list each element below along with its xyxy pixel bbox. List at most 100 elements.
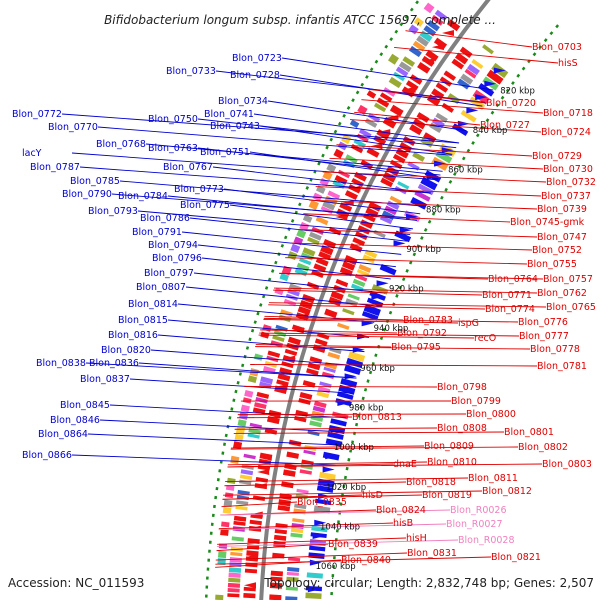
cog-feature-block <box>240 474 252 480</box>
kbp-tick-label: 820 kbp <box>500 86 535 96</box>
right-gene-label: hisB <box>393 518 413 529</box>
left-gene-label: Blon_0816 <box>108 330 158 341</box>
cog-feature-block <box>229 567 241 573</box>
right-gene-label: Blon_0781 <box>537 361 587 372</box>
cog-feature-block <box>367 90 377 99</box>
cog-feature-block <box>309 420 322 427</box>
right-gene-label: hisH <box>406 533 427 544</box>
left-gene-leader <box>158 335 364 352</box>
right-gene-leader <box>336 145 532 156</box>
left-gene-label: Blon_0770 <box>48 122 98 133</box>
right-gene-label: Blon_0774 <box>485 304 535 315</box>
right-gene-label: Blon_0703 <box>532 42 582 53</box>
right-gene-label: Blon_0718 <box>543 108 593 119</box>
left-gene-label: Blon_0741 <box>204 109 254 120</box>
right-gene-label: Blon_0821 <box>491 552 541 563</box>
cog-feature-block <box>223 507 232 514</box>
cog-feature-block <box>239 480 251 485</box>
cog-feature-block <box>342 308 354 315</box>
forward-arrow-mark <box>257 469 269 475</box>
forward-cds-block <box>269 594 281 600</box>
cog-feature-block <box>241 405 250 413</box>
left-gene-label: Blon_0793 <box>88 206 138 217</box>
forward-cds-block <box>245 569 257 574</box>
reverse-arrow-mark <box>345 373 357 379</box>
cog-feature-block <box>221 522 230 528</box>
right-gene-label: Blon_0810 <box>427 457 477 468</box>
right-gene-label: Blon_0809 <box>424 441 474 452</box>
left-gene-label: Blon_0807 <box>136 282 186 293</box>
kbp-tick-label: 960 kbp <box>360 364 395 374</box>
cog-feature-block <box>239 412 248 420</box>
cog-feature-block <box>326 163 336 172</box>
left-gene-label: Blon_0794 <box>148 240 198 251</box>
left-gene-label: Blon_0845 <box>60 400 110 411</box>
cog-feature-block <box>232 536 244 541</box>
left-gene-label: Blon_0775 <box>180 200 230 211</box>
right-gene-label: Blon_0757 <box>543 274 593 285</box>
forward-cds-block <box>390 105 404 117</box>
forward-arrow-mark <box>442 30 454 36</box>
right-gene-label: Blon_0776 <box>518 317 568 328</box>
cog-feature-block <box>238 419 247 427</box>
left-gene-label: Blon_0846 <box>50 415 100 426</box>
kbp-tick-label: 880 kbp <box>426 205 461 215</box>
left-gene-label: Blon_0743 <box>210 121 260 132</box>
left-gene-label: Blon_0836 <box>89 358 139 369</box>
cog-feature-block <box>233 521 245 526</box>
cog-feature-block <box>350 120 360 128</box>
cog-feature-block <box>236 500 248 505</box>
forward-cds-block <box>274 535 286 541</box>
forward-cds-block <box>275 529 287 534</box>
forward-cds-block <box>294 416 307 423</box>
cog-feature-block <box>388 54 399 65</box>
cog-feature-block <box>234 516 246 522</box>
map-title: Bifidobacterium longum subsp. infantis A… <box>104 13 496 27</box>
reverse-cds-block <box>309 546 325 552</box>
right-gene-label: Blon_0818 <box>406 477 456 488</box>
right-gene-leader <box>237 417 352 418</box>
reverse-cds-block <box>332 412 349 420</box>
forward-cds-block <box>256 477 268 483</box>
cog-feature-block <box>228 573 240 578</box>
left-gene-label: Blon_0837 <box>80 374 130 385</box>
cog-feature-block <box>244 390 253 398</box>
left-gene-label: Blon_0734 <box>218 96 268 107</box>
accession-text: Accession: NC_011593 <box>8 576 144 590</box>
right-gene-label: Blon_0778 <box>530 344 580 355</box>
kbp-tick-label: 980 kbp <box>349 404 384 414</box>
cog-feature-block <box>235 505 247 510</box>
right-gene-label: Blon_0729 <box>532 151 582 162</box>
right-gene-label: recO <box>474 333 496 344</box>
kbp-tick-label: 940 kbp <box>374 324 409 334</box>
rna-gene-label: Blon_R0027 <box>446 519 503 530</box>
kbp-tick-label: 860 kbp <box>448 166 483 176</box>
right-gene-label: Blon_0730 <box>543 164 593 175</box>
cog-feature-block <box>228 583 240 588</box>
cog-feature-block <box>230 557 242 563</box>
right-gene-label: Blon_0812 <box>482 486 532 497</box>
cog-feature-block <box>274 288 283 296</box>
forward-cds-block <box>243 593 255 598</box>
cog-feature-block <box>290 244 300 253</box>
reverse-arrow-mark <box>377 280 389 286</box>
left-gene-label: Blon_0785 <box>70 176 120 187</box>
right-gene-leader <box>224 482 406 486</box>
forward-cds-block <box>250 520 262 525</box>
left-gene-label: Blon_0790 <box>62 189 112 200</box>
right-gene-label: Blon_0745-gmk <box>510 217 585 228</box>
left-gene-label: Blon_0864 <box>38 429 88 440</box>
left-gene-label: Blon_0733 <box>166 66 216 77</box>
cog-feature-block <box>322 372 335 379</box>
right-gene-label: Blon_0808 <box>437 423 487 434</box>
right-gene-label: Blon_0777 <box>519 331 569 342</box>
right-gene-label: Blon_0802 <box>518 442 568 453</box>
left-gene-label: lacY <box>22 148 42 159</box>
cog-feature-block <box>442 103 454 113</box>
left-gene-label: Blon_0791 <box>132 227 182 238</box>
reverse-arrow-mark <box>394 240 406 246</box>
cog-feature-block <box>227 593 239 597</box>
reverse-cds-block <box>319 472 336 480</box>
left-gene-label: Blon_0751 <box>200 147 250 158</box>
